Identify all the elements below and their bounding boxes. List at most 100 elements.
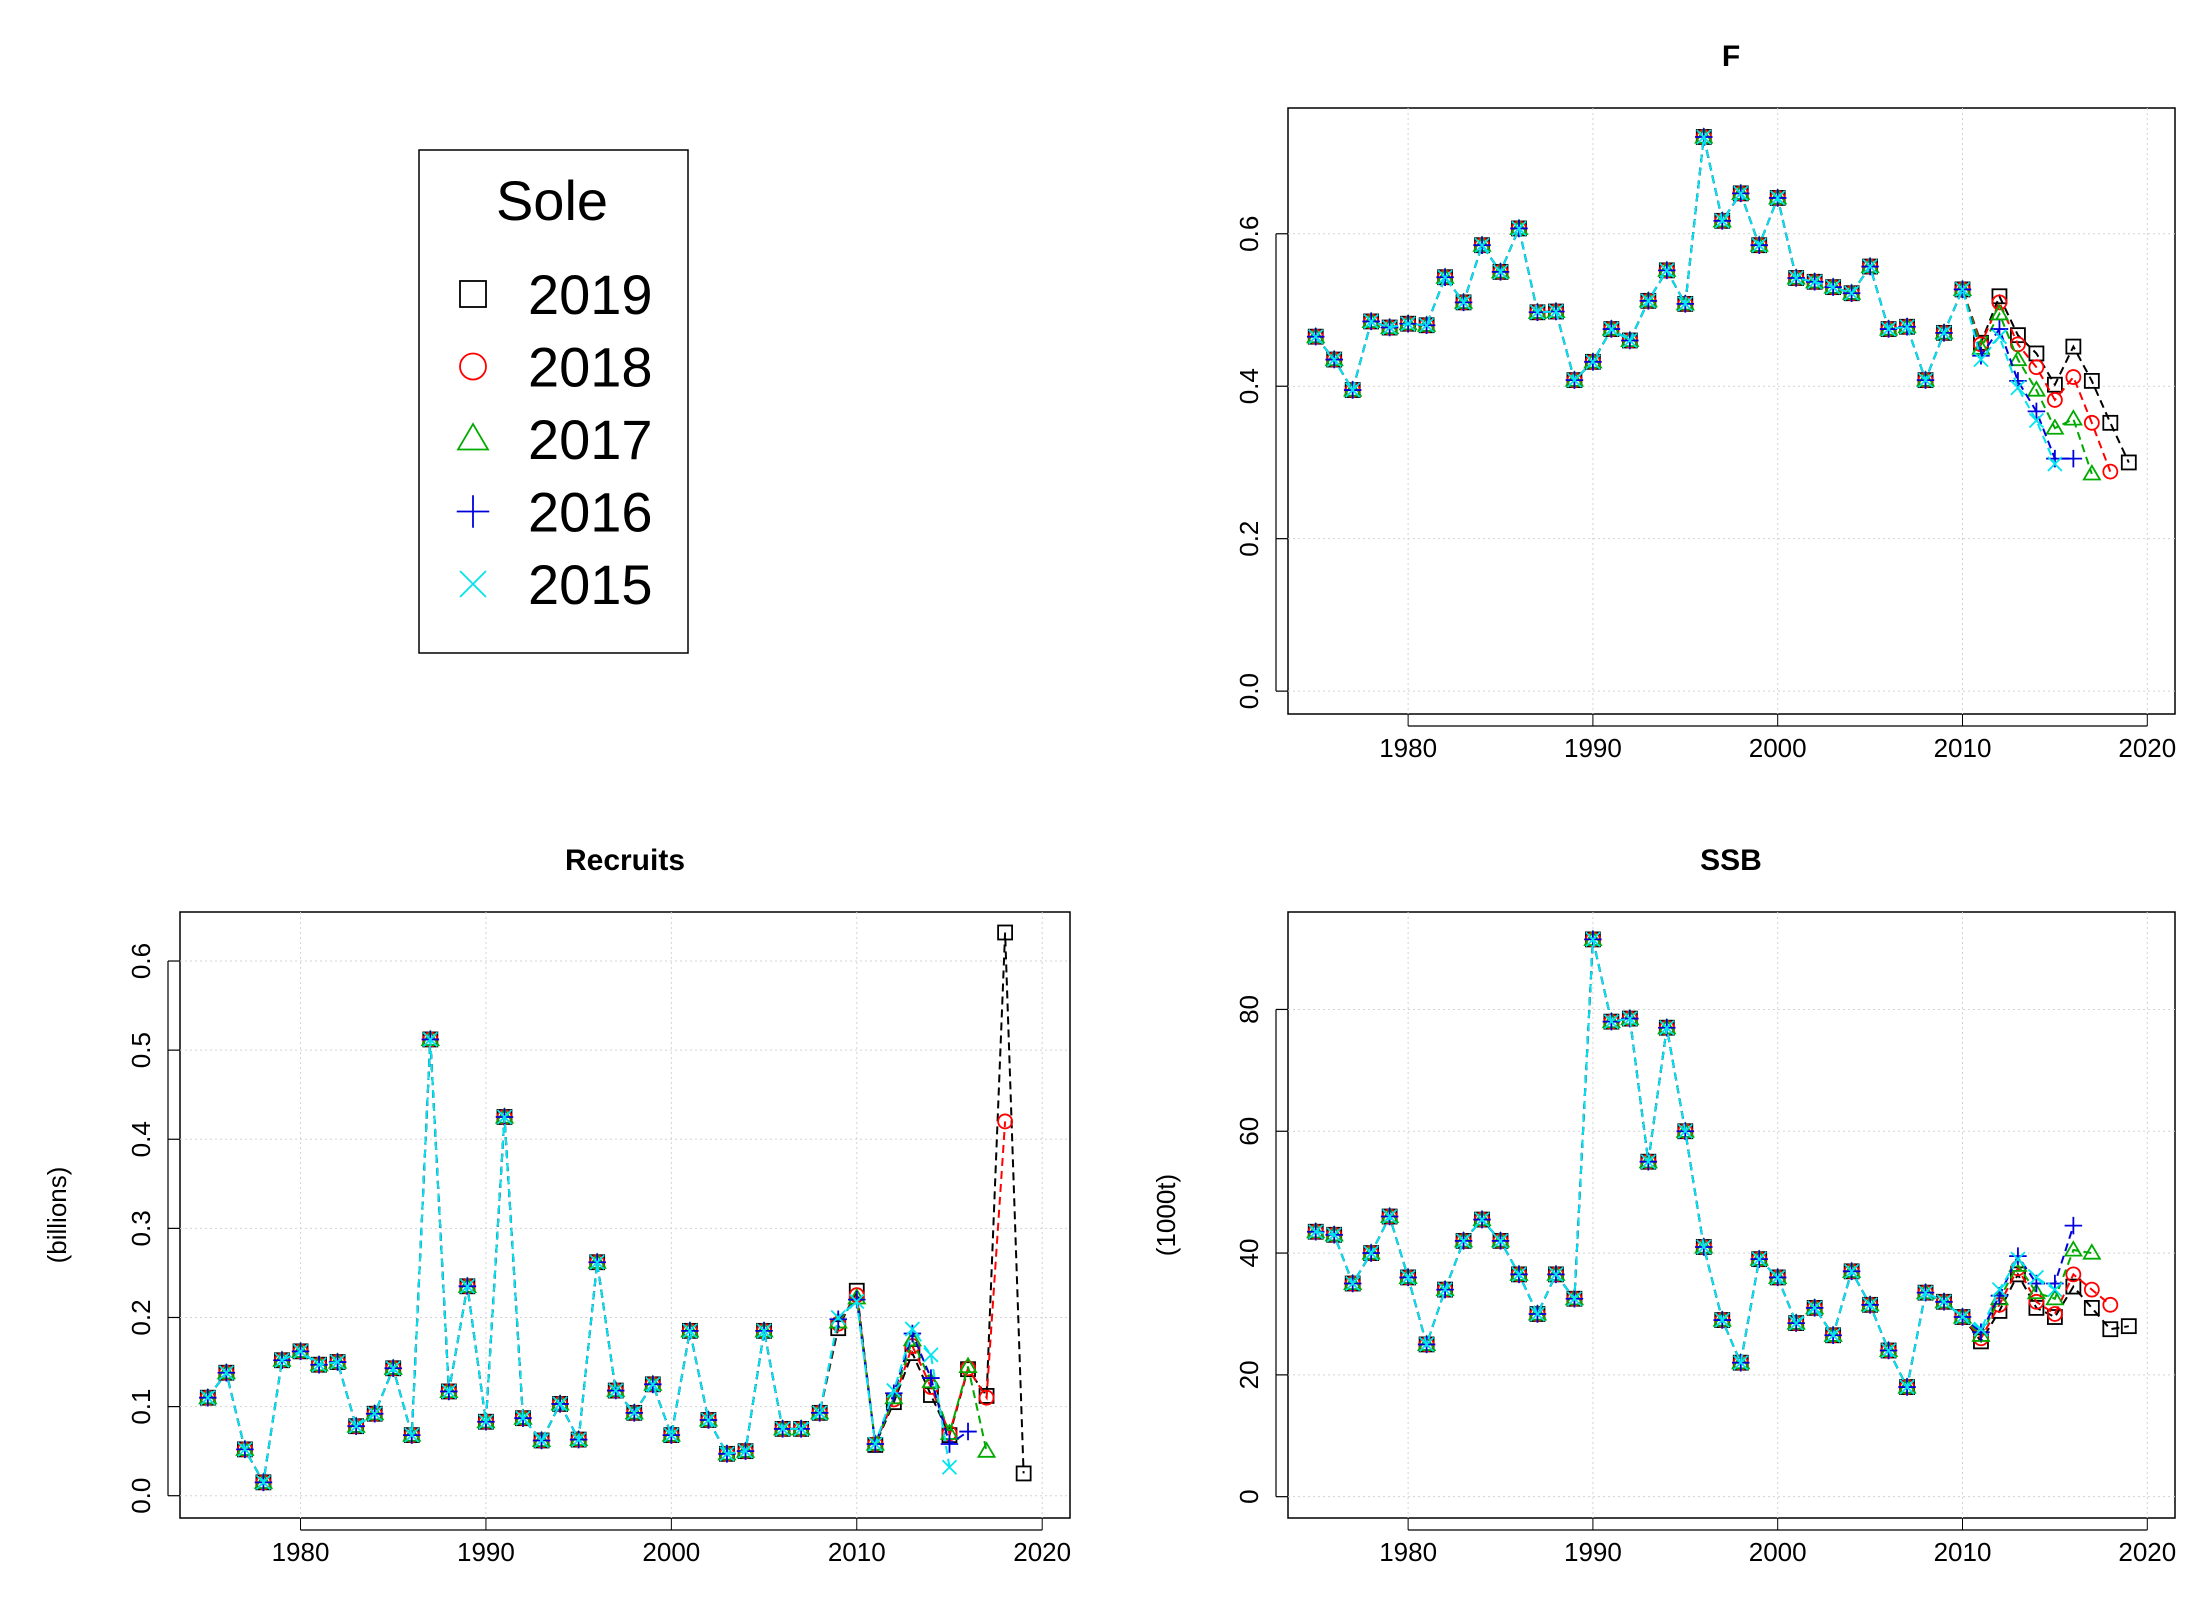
point-2015-1977 [1345,382,1361,398]
point-2015-2008 [1917,1285,1934,1301]
point-2015-1986 [1511,220,1527,237]
series-2016 [199,1030,977,1492]
point-2015-2005 [756,1323,772,1339]
point-2015-1992 [515,1410,531,1426]
x-axis: 1980 1990 2000 2010 2020 [1379,714,2176,763]
grid [1288,108,2175,714]
point-2015-1983 [348,1418,364,1434]
y-axis: 0 20 40 60 80 [1234,995,1288,1504]
point-2015-2011 [1973,1321,1989,1337]
point-2015-1991 [496,1109,513,1125]
point-2015-1999 [1751,1251,1767,1267]
y-tick-label: 0.4 [126,1121,156,1157]
series-2015 [1308,931,2063,1395]
y-tick-label: 0 [1234,1489,1264,1503]
point-2015-2013 [2010,1251,2026,1267]
point-2015-2009 [1936,325,1952,341]
point-2019-2019 [2120,1318,2137,1335]
point-2015-1984 [1474,237,1490,253]
point-2015-1984 [367,1406,383,1422]
point-2017-2017 [2082,1243,2102,1260]
point-2018-2018 [997,1113,1014,1130]
y-tick-label: 20 [1234,1360,1264,1389]
point-2015-2002 [700,1412,717,1428]
point-2019-2019 [1015,1465,1032,1482]
point-2017-2017 [976,1441,997,1458]
point-2015-1978 [1363,313,1379,330]
legend-label-2015: 2015 [528,553,653,616]
y-axis: 0.0 0.1 0.2 0.3 0.4 0.5 0.6 [126,943,180,1514]
point-2018-2014 [2028,1293,2045,1310]
point-2015-1982 [1437,1281,1453,1298]
point-2015-1999 [645,1376,661,1392]
point-2015-2006 [1880,1342,1897,1359]
point-2018-2017 [2083,414,2100,431]
x-tick-label: 1990 [1564,733,1622,763]
x-tick-label: 1980 [1379,733,1437,763]
point-2015-1994 [552,1396,568,1412]
point-2016-2016 [2064,449,2083,468]
series-line-2015 [1315,939,2056,1391]
point-2015-2006 [1880,321,1897,337]
point-2015-1983 [1455,1233,1472,1249]
point-2015-1984 [1474,1211,1490,1228]
point-2015-2007 [1899,319,1915,335]
point-2018-2012 [1991,294,2008,311]
chart-recruits: Recruits (billions) 1980 1990 2000 2010 2020… [42,844,1071,1567]
series-2019 [1307,129,2137,471]
legend: Sole 2019 2018 2017 2016 2015 [418,149,689,654]
point-2015-1994 [1659,1020,1675,1036]
y-tick-label: 0.2 [1234,521,1264,557]
y-tick-label: 0.0 [126,1478,156,1514]
chart-title: SSB [1700,844,1762,877]
legend-label-2018: 2018 [528,336,653,399]
point-2015-1998 [1733,1355,1749,1371]
point-2015-1994 [1659,262,1675,278]
point-2016-2014 [922,1369,940,1387]
point-2015-1976 [218,1365,234,1381]
point-2015-2011 [1973,351,1989,368]
y-tick-label: 0.6 [126,943,156,979]
point-2015-2009 [1936,1294,1952,1310]
point-2018-2016 [2065,369,2082,385]
point-2015-2010 [849,1293,865,1310]
series-2015 [1308,129,2063,472]
series-2019 [199,924,1032,1491]
point-2015-1995 [571,1431,587,1448]
point-2015-1995 [1677,1123,1693,1139]
point-2018-2015 [2046,1306,2063,1322]
y-axis: 0.0 0.2 0.4 0.6 [1234,216,1288,709]
point-2017-2013 [2008,349,2028,367]
point-2015-2013 [904,1321,921,1337]
point-2015-2006 [774,1421,791,1437]
point-2016-2013 [2009,1247,2027,1265]
point-2015-1996 [1696,129,1712,145]
point-2015-2004 [1843,1263,1860,1279]
x-axis: 1980 1990 2000 2010 2020 [272,1518,1071,1567]
point-2015-2001 [1788,1315,1804,1331]
point-2015-1986 [404,1427,420,1443]
point-2015-1985 [1492,264,1509,280]
plot-area [198,924,1032,1492]
point-2015-1979 [1382,1208,1398,1225]
chart-ssb: SSB (1000t) 1980 1990 2000 2010 2020 0 20 40 60… [1151,844,2176,1567]
y-tick-label: 0.6 [1234,216,1264,252]
point-2016-2015 [940,1435,959,1453]
plot-frame [179,911,1071,1519]
y-tick-label: 80 [1234,995,1264,1024]
point-2018-2017 [978,1389,995,1406]
point-2015-1993 [533,1432,550,1449]
point-2015-1979 [1382,319,1398,336]
x-tick-label: 2000 [1749,1537,1807,1567]
point-2015-2007 [793,1421,809,1437]
point-2015-1988 [1548,303,1564,320]
point-2015-1987 [422,1031,438,1048]
point-2015-1989 [1566,372,1583,388]
point-2015-1976 [1326,1227,1342,1243]
point-2019-2015 [2046,376,2063,393]
point-2015-1977 [1345,1275,1361,1292]
point-2015-1997 [608,1382,624,1399]
point-2015-2007 [1899,1379,1915,1395]
series-2017 [1306,127,2102,481]
point-2015-2001 [1788,270,1804,286]
